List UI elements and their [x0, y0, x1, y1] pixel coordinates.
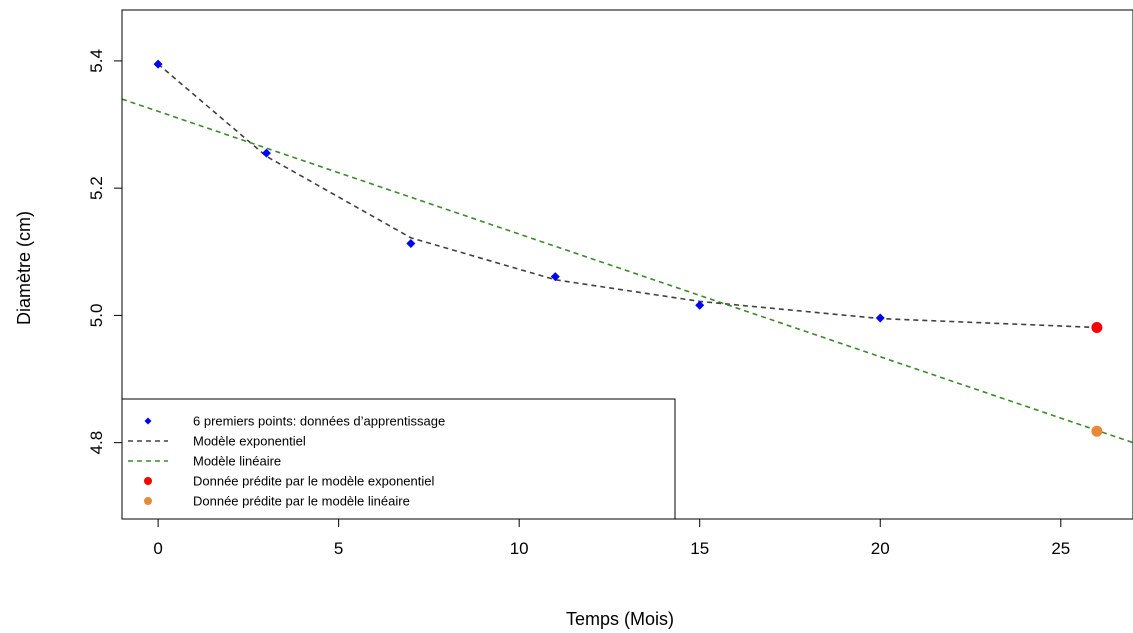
- legend-box: [121, 398, 676, 520]
- y-tick-label: 4.8: [87, 431, 106, 455]
- data-point: [550, 272, 560, 282]
- legend-label: 6 premiers points: données d’apprentissa…: [193, 414, 445, 429]
- y-axis: 4.8 5.0 5.2 5.4: [87, 49, 123, 455]
- legend: 6 premiers points: données d’apprentissa…: [121, 398, 676, 520]
- x-tick-label: 10: [510, 539, 529, 558]
- data-point: [153, 59, 163, 69]
- legend-label: Modèle linéaire: [193, 454, 281, 469]
- legend-swatch-dot: [144, 497, 152, 505]
- y-tick-label: 5.4: [87, 49, 106, 73]
- series-layer: [122, 59, 1133, 444]
- x-tick-label: 0: [153, 539, 162, 558]
- legend-swatch-dot: [144, 477, 152, 485]
- x-axis-title: Temps (Mois): [566, 609, 674, 629]
- predicted-point: [1091, 425, 1103, 437]
- data-point: [875, 313, 885, 323]
- series-line-2: [122, 98, 1133, 444]
- y-tick-label: 5.2: [87, 176, 106, 200]
- x-tick-label: 25: [1051, 539, 1070, 558]
- data-point: [261, 148, 271, 158]
- legend-label: Donnée prédite par le modèle exponentiel: [193, 474, 435, 489]
- predicted-point: [1091, 321, 1103, 333]
- y-tick-label: 5.0: [87, 304, 106, 328]
- x-tick-label: 15: [690, 539, 709, 558]
- legend-swatch-diamond: [144, 417, 152, 425]
- y-axis-title: Diamètre (cm): [14, 211, 34, 325]
- x-tick-label: 5: [334, 539, 343, 558]
- legend-label: Modèle exponentiel: [193, 434, 306, 449]
- data-point: [695, 300, 705, 310]
- x-tick-label: 20: [871, 539, 890, 558]
- legend-label: Donnée prédite par le modèle linéaire: [193, 494, 410, 509]
- data-point: [406, 239, 416, 249]
